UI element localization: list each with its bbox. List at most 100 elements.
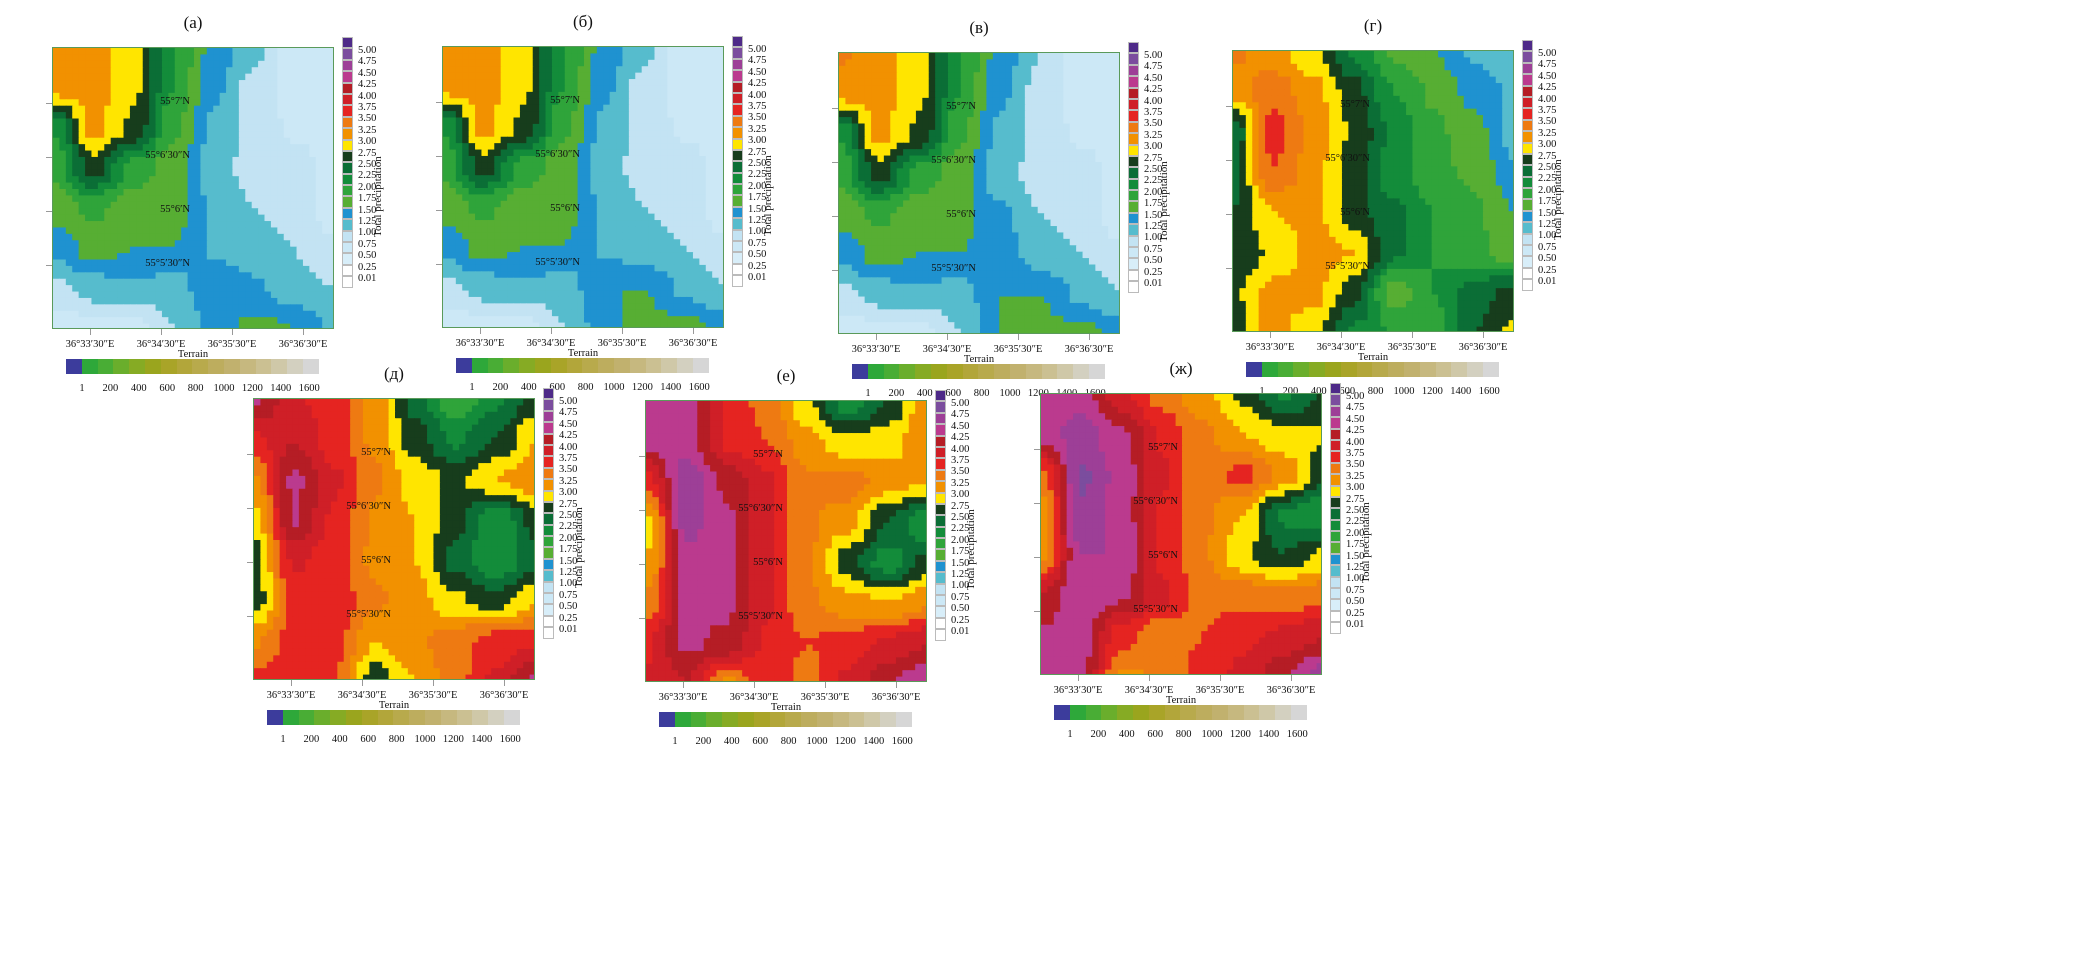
contour-cell [909, 104, 917, 112]
contour-cell [117, 124, 125, 132]
contour-cell [213, 144, 221, 152]
contour-cell [858, 53, 866, 61]
contour-cell [564, 232, 572, 240]
contour-cell [954, 149, 962, 157]
contour-cell [947, 117, 955, 125]
contour-cell [309, 86, 317, 94]
contour-cell [590, 143, 598, 151]
contour-cell [117, 169, 125, 177]
contour-map [442, 46, 724, 328]
colorbar-label: 3.00 [748, 135, 767, 147]
contour-cell [641, 175, 649, 183]
contour-cell [1018, 59, 1026, 67]
contour-cell [896, 104, 904, 112]
contour-cell [194, 54, 202, 62]
contour-cell [935, 59, 943, 67]
contour-cell [654, 239, 662, 247]
contour-cell [539, 252, 547, 260]
contour-cell [673, 104, 681, 112]
contour-cell [699, 207, 707, 215]
contour-cell [245, 182, 253, 190]
contour-cell [97, 67, 105, 75]
contour-cell [91, 86, 99, 94]
contour-cell [494, 85, 502, 93]
contour-cell [584, 72, 592, 80]
contour-cell [641, 284, 649, 292]
contour-cell [935, 136, 943, 144]
contour-cell [206, 259, 214, 267]
contour-cell [864, 53, 872, 61]
contour-cell [1037, 174, 1045, 182]
contour-cell [967, 78, 975, 86]
contour-cell [443, 149, 451, 157]
contour-cell [712, 232, 720, 240]
contour-cell [290, 73, 298, 81]
contour-cell [1088, 85, 1096, 93]
contour-cell [1095, 142, 1103, 150]
contour-cell [507, 264, 515, 272]
contour-cell [551, 207, 559, 215]
contour-cell [705, 232, 713, 240]
contour-cell [168, 86, 176, 94]
contour-cell [72, 48, 80, 56]
contour-cell [635, 53, 643, 61]
contour-cell [999, 65, 1007, 73]
contour-cell [539, 188, 547, 196]
contour-cell [641, 143, 649, 151]
contour-cell [59, 99, 67, 107]
contour-cell [264, 310, 272, 318]
contour-cell [622, 309, 630, 317]
contour-cell [194, 310, 202, 318]
contour-cell [986, 72, 994, 80]
contour-cell [91, 285, 99, 293]
colorbar-label: 1.00 [748, 226, 767, 238]
contour-cell [673, 296, 681, 304]
contour-cell [641, 188, 649, 196]
contour-cell [200, 285, 208, 293]
contour-cell [718, 66, 723, 74]
contour-cell [622, 168, 630, 176]
contour-cell [699, 98, 707, 106]
contour-cell [1108, 59, 1116, 67]
contour-cell [616, 85, 624, 93]
contour-cell [513, 47, 521, 55]
contour-cell [519, 188, 527, 196]
contour-cell [558, 264, 566, 272]
contour-cell [545, 98, 553, 106]
terrain-swatch [192, 359, 209, 374]
contour-cell [168, 304, 176, 312]
contour-cell [667, 290, 675, 298]
contour-cell [264, 297, 272, 305]
contour-cell [238, 60, 246, 68]
contour-cell [462, 245, 470, 253]
contour-cell [660, 66, 668, 74]
contour-cell [302, 208, 310, 216]
terrain-swatch [144, 359, 161, 374]
contour-cell [577, 85, 585, 93]
contour-cell [117, 323, 125, 328]
contour-cell [104, 291, 112, 299]
contour-cell [494, 181, 502, 189]
contour-cell [577, 303, 585, 311]
contour-cell [596, 245, 604, 253]
contour-cell [328, 99, 333, 107]
contour-cell [1108, 149, 1116, 157]
terrain-swatch [208, 359, 224, 374]
contour-cell [616, 72, 624, 80]
contour-cell [973, 78, 981, 86]
contour-cell [251, 214, 259, 222]
contour-cell [468, 316, 476, 324]
contour-cell [155, 182, 163, 190]
contour-cell [487, 239, 495, 247]
contour-cell [954, 136, 962, 144]
contour-cell [72, 54, 80, 62]
contour-cell [609, 303, 617, 311]
contour-cell [1088, 91, 1096, 99]
contour-cell [91, 317, 99, 325]
contour-cell [507, 59, 515, 67]
contour-cell [699, 66, 707, 74]
contour-cell [1050, 53, 1058, 61]
contour-cell [922, 136, 930, 144]
contour-cell [296, 214, 304, 222]
contour-cell [443, 104, 451, 112]
